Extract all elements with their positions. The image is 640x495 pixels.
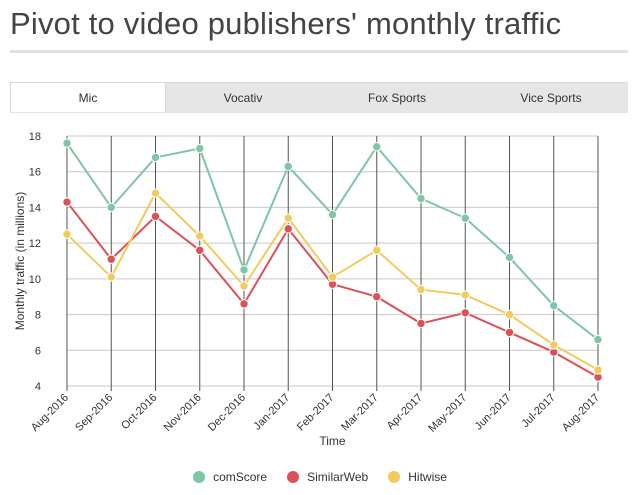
data-point-similarweb bbox=[195, 245, 205, 255]
y-tick-label: 6 bbox=[35, 345, 41, 357]
data-point-comscore bbox=[283, 161, 293, 172]
data-point-hitwise bbox=[372, 245, 382, 255]
data-point-comscore bbox=[372, 142, 382, 152]
page-title: Pivot to video publishers' monthly traff… bbox=[10, 6, 562, 41]
x-tick-label: Mar-2017 bbox=[339, 392, 381, 434]
legend-swatch-similarweb bbox=[287, 471, 300, 483]
x-tick-label: Jan-2017 bbox=[251, 392, 292, 433]
x-tick-label: Jul-2017 bbox=[520, 392, 558, 430]
data-point-comscore bbox=[593, 334, 603, 345]
chart-legend: comScore SimilarWeb Hitwise bbox=[0, 470, 640, 484]
tab-vice-sports[interactable]: Vice Sports bbox=[474, 82, 628, 112]
data-point-similarweb bbox=[416, 318, 426, 329]
tab-fox-sports[interactable]: Fox Sports bbox=[320, 82, 474, 112]
x-axis-title: Time bbox=[319, 434, 346, 448]
data-point-similarweb bbox=[106, 254, 116, 264]
data-point-comscore bbox=[549, 300, 559, 311]
data-point-hitwise bbox=[593, 365, 603, 375]
data-point-similarweb bbox=[150, 211, 161, 222]
data-point-comscore bbox=[195, 143, 205, 154]
data-point-similarweb bbox=[239, 299, 249, 309]
x-tick-label: Nov-2016 bbox=[162, 392, 204, 434]
x-tick-label: Aug-2016 bbox=[29, 392, 71, 434]
y-tick-label: 4 bbox=[35, 381, 41, 393]
data-point-similarweb bbox=[460, 308, 470, 318]
legend-item-comscore[interactable]: comScore bbox=[193, 470, 267, 484]
data-point-hitwise bbox=[460, 290, 470, 300]
data-point-comscore bbox=[416, 193, 426, 204]
data-point-hitwise bbox=[327, 272, 338, 282]
title-divider bbox=[10, 50, 628, 53]
data-point-comscore bbox=[327, 209, 338, 220]
data-point-hitwise bbox=[549, 340, 559, 350]
y-tick-label: 14 bbox=[29, 202, 41, 214]
data-point-hitwise bbox=[283, 213, 293, 223]
x-tick-label: May-2017 bbox=[426, 392, 469, 435]
y-tick-label: 18 bbox=[29, 131, 41, 143]
y-tick-label: 16 bbox=[29, 167, 41, 179]
legend-swatch-comscore bbox=[193, 471, 206, 483]
legend-label-hitwise: Hitwise bbox=[408, 470, 447, 484]
y-axis-title: Monthly traffic (in millions) bbox=[13, 192, 27, 330]
data-point-similarweb bbox=[504, 327, 515, 338]
tab-vocativ[interactable]: Vocativ bbox=[166, 82, 320, 112]
data-point-similarweb bbox=[62, 197, 72, 207]
x-tick-label: Sep-2016 bbox=[73, 392, 115, 434]
data-point-comscore bbox=[150, 152, 161, 163]
x-tick-label: Aug-2017 bbox=[560, 392, 602, 434]
data-point-hitwise bbox=[416, 284, 426, 295]
data-point-comscore bbox=[106, 202, 116, 213]
x-tick-label: Oct-2016 bbox=[119, 392, 159, 432]
data-point-comscore bbox=[62, 138, 72, 148]
legend-label-similarweb: SimilarWeb bbox=[307, 470, 369, 484]
data-point-hitwise bbox=[150, 188, 161, 198]
data-point-similarweb bbox=[372, 292, 382, 302]
data-point-hitwise bbox=[62, 229, 72, 239]
data-point-comscore bbox=[460, 213, 470, 223]
data-point-hitwise bbox=[504, 309, 515, 320]
line-chart: 4 6 8 10 12 14 16 18 Aug-2016 Sep-2016 Oct-2016 Nov… bbox=[13, 131, 603, 448]
data-point-similarweb bbox=[283, 224, 293, 234]
y-tick-label: 8 bbox=[35, 310, 41, 322]
x-tick-label: Jun-2017 bbox=[473, 392, 514, 433]
data-point-hitwise bbox=[239, 281, 249, 291]
x-tick-label: Dec-2016 bbox=[206, 392, 248, 434]
legend-item-hitwise[interactable]: Hitwise bbox=[388, 470, 447, 484]
x-tick-label: Feb-2017 bbox=[295, 392, 337, 434]
data-point-comscore bbox=[239, 265, 249, 275]
legend-label-comscore: comScore bbox=[213, 470, 268, 484]
data-point-comscore bbox=[504, 252, 515, 263]
tab-bar: Mic Vocativ Fox Sports Vice Sports bbox=[10, 82, 628, 113]
y-tick-label: 12 bbox=[29, 238, 41, 250]
legend-swatch-hitwise bbox=[388, 471, 401, 483]
data-point-hitwise bbox=[195, 231, 205, 241]
data-point-hitwise bbox=[106, 272, 116, 282]
y-tick-label: 10 bbox=[29, 274, 41, 286]
x-tick-label: Apr-2017 bbox=[385, 392, 425, 432]
legend-item-similarweb[interactable]: SimilarWeb bbox=[287, 470, 368, 484]
tab-mic[interactable]: Mic bbox=[10, 82, 166, 112]
